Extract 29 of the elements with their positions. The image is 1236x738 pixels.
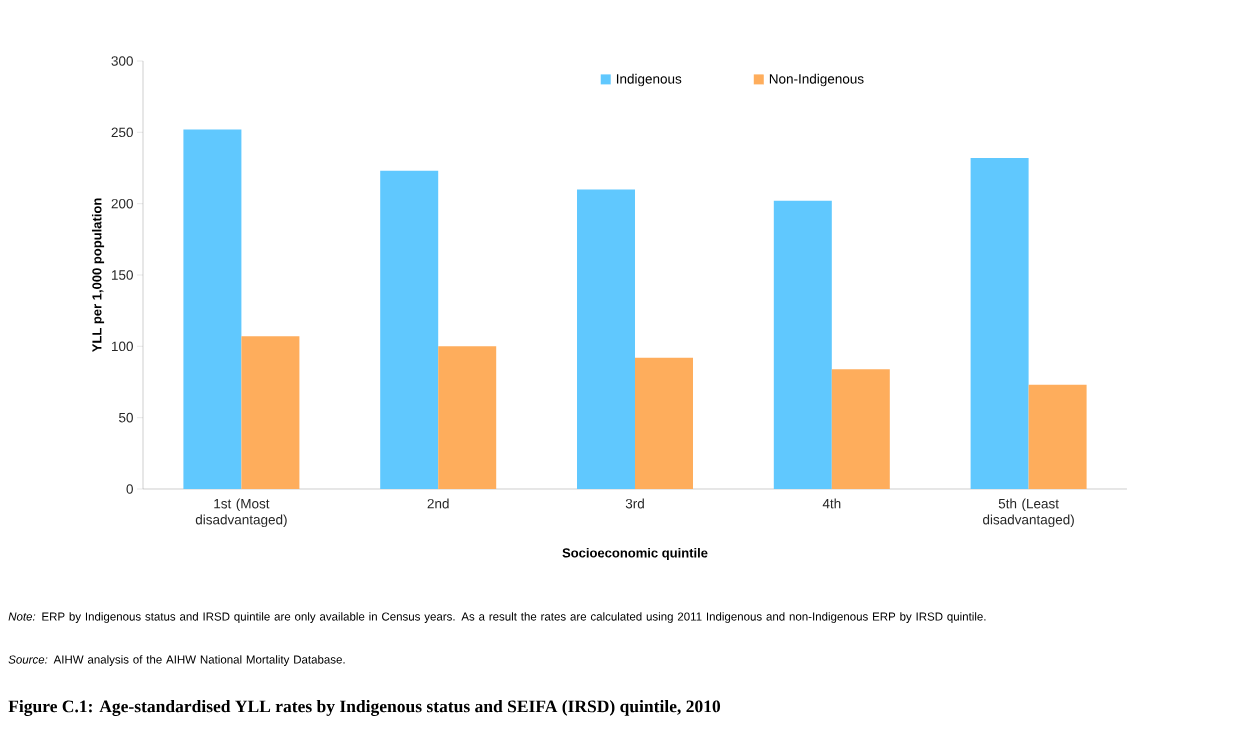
bar [773,200,832,489]
text: Source: AIHW analysis of the AIHW National Mortality Database. [8,655,345,666]
bar [438,346,497,489]
y-tick-label: 200 [111,198,133,209]
y-tick-label: 300 [111,56,133,66]
bar [577,189,636,489]
x-tick-label: 5th (Least disadvantaged) [983,498,1074,528]
text: Note: ERP by Indigenous status and IRSD quintile are only available in Census years. As a result the rates are calculated using 2011 Indigenous and non-Indigenous ERP by IRSD quintile. [8,612,986,623]
x-tick-label: 4th [822,498,841,509]
y-tick-label: 250 [111,127,133,138]
x-tick-label: 2nd [427,498,449,509]
bar [183,129,242,489]
bar [831,369,890,489]
bar [970,158,1029,489]
bar [635,357,694,489]
y-tick-label: 0 [126,484,133,494]
x-axis-title: Socioeconomic quintile [562,547,708,561]
y-tick-label: 100 [111,341,133,352]
y-tick-label: 50 [118,412,133,423]
y-axis-title: YLL per 1,000 population [91,198,105,353]
legend-label: Non-Indigenous [769,73,864,87]
bar [380,170,439,489]
x-tick-label: 3rd [625,498,644,509]
y-tick-label: 150 [111,270,133,280]
bar [1028,384,1087,489]
bar [241,336,300,489]
legend-label: Indigenous [616,73,682,87]
text: Figure C.1: Age-standardised YLL rates by Indigenous status and SEIFA (IRSD) quintile, 2010 [8,699,721,716]
x-tick-label: 1st (Most disadvantaged) [195,498,287,528]
